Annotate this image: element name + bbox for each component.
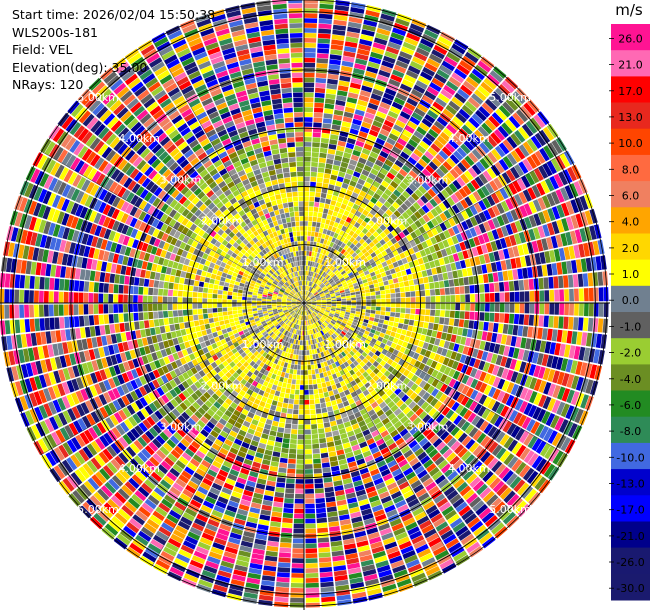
colorbar-block bbox=[611, 390, 650, 418]
ring-label: 1.00km bbox=[324, 256, 366, 269]
ring-label: 4.00km bbox=[118, 462, 160, 475]
elevation: Elevation(deg): 35.00 bbox=[12, 59, 148, 75]
ring-labels: 1.00km 1.00km 1.00km 1.00km 2.00km 2.00km 2.00… bbox=[77, 91, 531, 516]
colorbar-block bbox=[611, 416, 650, 444]
colorbar-tick-label: -2.0 bbox=[620, 347, 641, 360]
colorbar-tick-label: 17.0 bbox=[618, 85, 643, 98]
colorbar-tick-label: 6.0 bbox=[622, 190, 640, 203]
colorbar-block bbox=[611, 312, 650, 339]
colorbar-block bbox=[611, 285, 650, 313]
colorbar-block bbox=[611, 233, 650, 261]
colorbar-tick-label: 1.0 bbox=[622, 268, 640, 281]
colorbar-block bbox=[611, 154, 650, 182]
colorbar-tick-label: 10.0 bbox=[618, 137, 643, 150]
azimuth-spoke bbox=[41, 151, 305, 304]
start-time: Start time: 2026/02/04 15:50:38 bbox=[12, 7, 216, 22]
azimuth-spoke bbox=[303, 302, 456, 566]
ring-label: 3.00km bbox=[160, 421, 202, 434]
colorbar-tick-label: -13.0 bbox=[616, 478, 644, 491]
ring-label: 1.00km bbox=[242, 338, 284, 351]
colorbar-block bbox=[611, 573, 650, 601]
colorbar-tick-label: -6.0 bbox=[620, 399, 641, 412]
ring-label: 5.00km bbox=[77, 91, 119, 104]
colorbar-tick-label: -8.0 bbox=[620, 425, 641, 438]
azimuth-spoke bbox=[41, 302, 305, 455]
colorbar-block bbox=[611, 442, 650, 470]
colorbar-block bbox=[611, 50, 650, 77]
ring-label: 1.00km bbox=[242, 256, 284, 269]
colorbar-block bbox=[611, 495, 650, 522]
ring-label: 2.00km bbox=[201, 215, 243, 228]
ring-label: 4.00km bbox=[448, 462, 490, 475]
azimuth-spoke bbox=[303, 302, 567, 455]
field-name: Field: VEL bbox=[12, 42, 73, 57]
colorbar-block bbox=[611, 24, 650, 51]
ring-label: 5.00km bbox=[489, 503, 531, 516]
colorbar-block bbox=[611, 364, 650, 392]
ring-label: 4.00km bbox=[118, 132, 160, 145]
colorbar-unit: m/s bbox=[615, 1, 643, 19]
colorbar-tick-label: 8.0 bbox=[622, 163, 640, 176]
azimuth-spoke bbox=[303, 151, 567, 304]
azimuth-spoke bbox=[152, 40, 305, 304]
range-grid bbox=[0, 0, 610, 610]
colorbar-tick-label: -21.0 bbox=[616, 530, 644, 543]
colorbar-block bbox=[611, 76, 650, 104]
colorbar-tick-label: -4.0 bbox=[620, 373, 641, 386]
ring-label: 5.00km bbox=[489, 91, 531, 104]
azimuth-spoke bbox=[303, 40, 456, 304]
colorbar-block bbox=[611, 207, 650, 234]
ring-label: 2.00km bbox=[366, 215, 408, 228]
colorbar-block bbox=[611, 521, 650, 549]
colorbar-tick-label: -17.0 bbox=[616, 504, 644, 517]
colorbar-tick-label: 0.0 bbox=[622, 294, 640, 307]
ring-label: 1.00km bbox=[324, 338, 366, 351]
ring-label: 2.00km bbox=[366, 379, 408, 392]
ring-label: 3.00km bbox=[160, 173, 202, 186]
colorbar-block bbox=[611, 338, 650, 365]
colorbar-block bbox=[611, 102, 650, 130]
ring-label: 5.00km bbox=[77, 503, 119, 516]
colorbar-tick-label: -30.0 bbox=[616, 582, 644, 595]
colorbar-block bbox=[611, 181, 650, 208]
colorbar-ticks: 26.0 21.0 17.0 13.0 10.0 8.0 6.0 4.0 2.0 1.0 0.0 -1… bbox=[609, 32, 645, 595]
colorbar-tick-label: -1.0 bbox=[620, 320, 641, 333]
colorbar-block bbox=[611, 469, 650, 496]
colorbar-tick-label: -10.0 bbox=[616, 451, 644, 464]
ring-label: 3.00km bbox=[407, 421, 449, 434]
velocity-cells bbox=[0, 0, 609, 608]
azimuth-spoke bbox=[152, 302, 305, 566]
colorbar-blocks bbox=[611, 24, 650, 601]
ring-label: 3.00km bbox=[407, 173, 449, 186]
colorbar-tick-label: -26.0 bbox=[616, 556, 644, 569]
ring-label: 4.00km bbox=[448, 132, 490, 145]
colorbar-block bbox=[611, 547, 650, 575]
colorbar-tick-label: 4.0 bbox=[622, 216, 640, 229]
colorbar-tick-label: 2.0 bbox=[622, 242, 640, 255]
colorbar-tick-label: 13.0 bbox=[618, 111, 643, 124]
instrument-name: WLS200s-181 bbox=[12, 24, 98, 40]
colorbar-tick-label: 21.0 bbox=[618, 59, 643, 72]
ring-label: 2.00km bbox=[201, 379, 243, 392]
nrays: NRays: 120 bbox=[12, 77, 84, 92]
colorbar-block bbox=[611, 259, 650, 287]
info-panel: Start time: 2026/02/04 15:50:38 WLS200s-… bbox=[12, 6, 215, 94]
colorbar-tick-label: 26.0 bbox=[618, 32, 643, 45]
colorbar-block bbox=[611, 128, 650, 156]
